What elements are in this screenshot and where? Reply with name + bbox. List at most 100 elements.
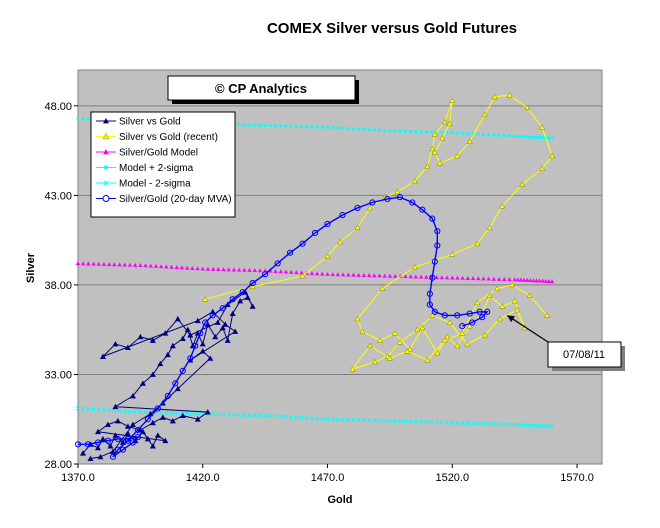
- data-point: [249, 283, 256, 290]
- data-point: [413, 274, 419, 279]
- data-point: [431, 131, 438, 137]
- y-tick-label: 48.00: [44, 101, 72, 113]
- data-point: [429, 274, 436, 281]
- data-point: [507, 277, 512, 282]
- data-point: [514, 306, 521, 313]
- x-tick-labels: 1370.0 1420.0 1470.0 1520.0 1570.0: [61, 472, 594, 484]
- data-point: [494, 285, 501, 291]
- legend-entries: Silver vs Gold Silver vs Gold (recent) Sil…: [96, 117, 232, 205]
- data-point: [194, 317, 201, 324]
- data-point: [525, 135, 529, 139]
- data-point: [366, 418, 372, 423]
- data-point: [268, 268, 273, 273]
- data-point: [169, 418, 176, 424]
- data-point: [124, 430, 131, 436]
- data-point: [479, 314, 486, 321]
- data-point: [515, 277, 520, 282]
- data-point: [263, 123, 267, 128]
- data-point: [268, 413, 273, 419]
- data-point: [424, 130, 428, 134]
- data-point: [305, 125, 309, 129]
- data-point: [124, 344, 131, 350]
- data-point: [222, 321, 229, 327]
- data-point: [320, 271, 325, 276]
- data-point: [377, 273, 382, 278]
- data-point: [354, 204, 361, 211]
- data-point: [304, 415, 309, 421]
- data-point: [499, 202, 506, 209]
- data-point: [184, 265, 190, 270]
- data-point: [91, 407, 96, 412]
- data-point: [404, 348, 411, 354]
- data-point: [481, 111, 488, 118]
- data-point: [507, 422, 512, 427]
- data-point: [195, 411, 200, 416]
- data-point: [239, 288, 246, 296]
- data-point: [434, 349, 441, 356]
- data-point: [278, 269, 283, 274]
- data-point: [330, 417, 335, 422]
- y-tick-label: 43.00: [44, 190, 72, 202]
- data-point: [450, 275, 455, 280]
- data-point: [192, 342, 199, 349]
- data-point: [202, 296, 209, 302]
- data-point: [460, 420, 465, 426]
- data-point: [299, 124, 304, 129]
- data-point: [454, 312, 461, 319]
- data-point: [148, 263, 153, 268]
- data-point: [216, 267, 221, 271]
- data-point: [190, 265, 195, 270]
- data-point: [522, 135, 526, 139]
- data-point: [524, 104, 531, 110]
- series-line: [205, 94, 553, 371]
- data-point: [336, 126, 340, 130]
- data-point: [537, 278, 542, 283]
- data-point: [294, 415, 299, 420]
- data-point: [299, 240, 306, 247]
- data-point: [169, 264, 174, 269]
- legend-marker: [103, 180, 109, 186]
- data-point: [429, 312, 436, 318]
- data-point: [114, 418, 121, 424]
- data-point: [94, 439, 102, 446]
- annotation: 07/08/11: [506, 314, 625, 371]
- data-point: [379, 285, 386, 291]
- data-point: [444, 333, 451, 340]
- data-point: [541, 136, 545, 140]
- data-point: [74, 441, 82, 448]
- data-point: [409, 129, 413, 134]
- data-point: [194, 416, 201, 422]
- data-point: [450, 131, 454, 135]
- data-point: [219, 324, 226, 331]
- data-point: [491, 421, 497, 427]
- data-point: [474, 240, 481, 247]
- data-point: [455, 275, 460, 280]
- data-point: [424, 357, 431, 363]
- data-point: [519, 134, 523, 139]
- series-line: [82, 291, 254, 460]
- data-point: [124, 435, 132, 443]
- data-point: [314, 416, 320, 421]
- banner-box: [167, 75, 356, 101]
- data-point: [384, 195, 391, 203]
- data-point: [122, 262, 127, 267]
- legend-marker: [103, 118, 109, 124]
- data-point: [86, 117, 90, 121]
- data-point: [236, 412, 242, 418]
- data-point: [237, 298, 244, 304]
- data-point: [137, 333, 144, 340]
- data-point: [509, 281, 516, 288]
- data-point: [262, 271, 269, 278]
- x-tick-label: 1570.0: [560, 472, 594, 484]
- data-point: [518, 277, 524, 282]
- data-point: [187, 332, 194, 338]
- data-point: [454, 342, 461, 349]
- data-point: [429, 130, 434, 134]
- data-point: [200, 411, 205, 417]
- data-point: [112, 262, 117, 267]
- data-point: [361, 418, 367, 423]
- data-point: [481, 132, 486, 137]
- data-point: [444, 420, 450, 425]
- data-point: [512, 277, 517, 282]
- data-point: [132, 262, 138, 267]
